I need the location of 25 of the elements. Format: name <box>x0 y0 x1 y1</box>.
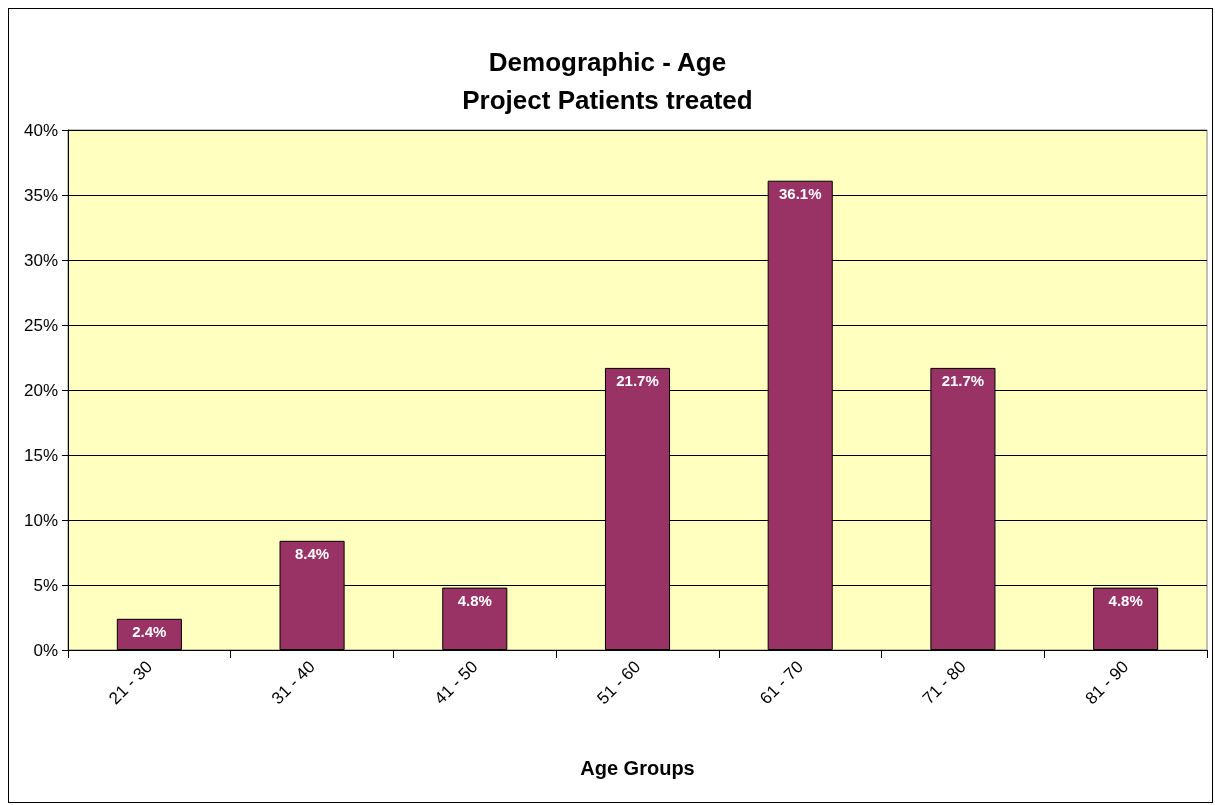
x-tick-label: 31 - 40 <box>267 657 319 709</box>
x-tick-label: 61 - 70 <box>756 657 807 709</box>
data-label: 36.1% <box>778 184 822 202</box>
y-tick-label: 40% <box>23 120 58 140</box>
y-tick-label: 15% <box>23 445 58 465</box>
x-tick-label: 41 - 50 <box>430 657 482 709</box>
data-label: 4.8% <box>457 591 492 609</box>
data-label: 2.4% <box>132 622 167 640</box>
y-tick-label: 0% <box>33 640 58 660</box>
y-tick-label: 20% <box>23 380 58 400</box>
data-label: 8.4% <box>294 544 330 562</box>
y-tick-label: 10% <box>23 510 58 530</box>
x-tick-label: 51 - 60 <box>593 657 645 709</box>
x-tick-label: 71 - 80 <box>918 657 970 709</box>
y-tick-label: 35% <box>23 185 58 205</box>
data-label: 4.8% <box>1108 591 1143 609</box>
data-label: 21.7% <box>941 371 985 389</box>
x-tick-label: 81 - 90 <box>1081 657 1133 709</box>
x-axis-title: Age Groups <box>580 757 695 779</box>
x-tick-label: 21 - 30 <box>105 657 157 709</box>
data-label: 21.7% <box>616 371 659 389</box>
y-tick-label: 5% <box>33 575 58 595</box>
y-tick-label: 30% <box>23 250 58 270</box>
chart-title: Demographic - Age Project Patients treated <box>462 47 753 115</box>
y-tick-label: 25% <box>23 315 58 335</box>
